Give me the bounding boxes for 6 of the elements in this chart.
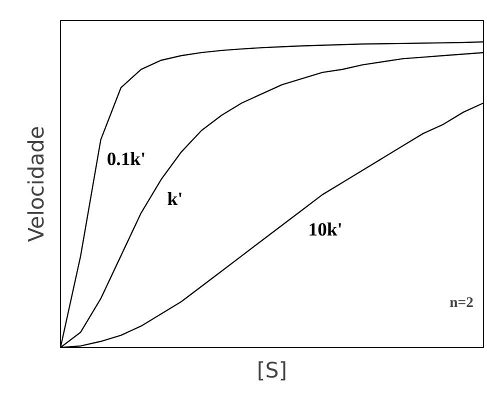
series-label: k' (167, 188, 183, 210)
y-axis-title: Velocidade (24, 126, 50, 242)
series-label: 10k' (308, 220, 342, 241)
annotation: n=2 (450, 294, 474, 311)
series-label: 0.1k' (106, 149, 146, 170)
x-axis-title: [S] (256, 358, 288, 384)
